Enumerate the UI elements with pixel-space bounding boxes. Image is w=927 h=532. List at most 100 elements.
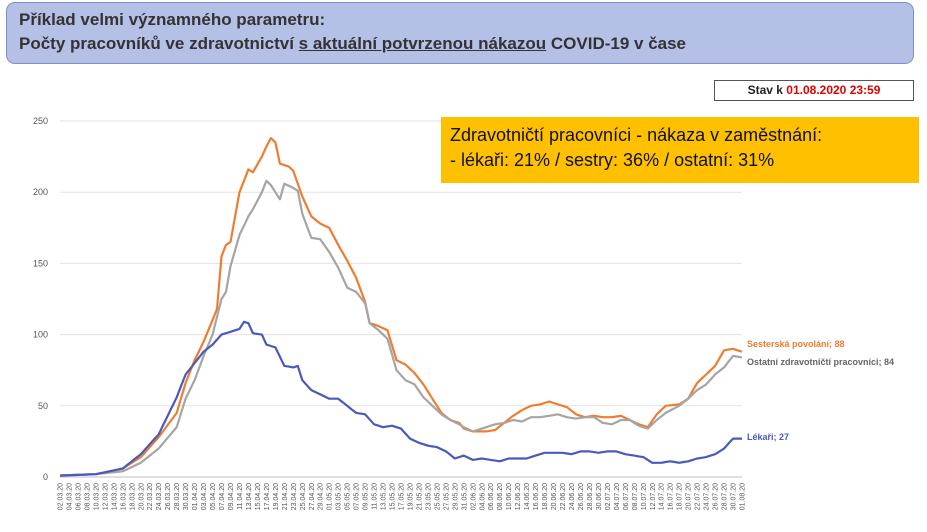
x-tick-label: 06.07.20: [623, 483, 630, 510]
x-tick-label: 31.05.20: [461, 483, 468, 510]
x-tick-label: 16.03.20: [120, 483, 127, 510]
series-label: Sesterská povolání; 88: [747, 339, 845, 349]
series-line-2: [59, 320, 742, 477]
x-tick-label: 22.07.20: [695, 483, 702, 510]
y-axis: 0 50 100 150 200 250: [33, 116, 48, 482]
x-tick-label: 03.04.20: [201, 483, 208, 510]
series-labels: Sesterská povolání; 88 Ostatní zdravotnič…: [747, 339, 894, 442]
x-tick-label: 04.06.20: [479, 483, 486, 510]
x-tick-label: 29.04.20: [318, 483, 325, 510]
y-tick-label: 250: [33, 116, 48, 126]
header-line-2: Počty pracovníků ve zdravotnictví s aktu…: [19, 32, 901, 56]
x-tick-label: 01.08.20: [740, 483, 747, 510]
x-tick-label: 12.07.20: [650, 483, 657, 510]
x-tick-label: 07.04.20: [219, 483, 226, 510]
x-tick-label: 21.05.20: [416, 483, 423, 510]
x-tick-label: 23.05.20: [425, 483, 432, 510]
x-tick-label: 04.07.20: [614, 483, 621, 510]
x-tick-label: 10.07.20: [641, 483, 648, 510]
x-tick-label: 02.07.20: [605, 483, 612, 510]
x-tick-label: 19.04.20: [273, 483, 280, 510]
x-tick-label: 01.04.20: [192, 483, 199, 510]
x-tick-label: 14.07.20: [659, 483, 666, 510]
x-tick-label: 09.04.20: [228, 483, 235, 510]
x-tick-label: 06.06.20: [488, 483, 495, 510]
x-tick-label: 16.07.20: [668, 483, 675, 510]
x-tick-label: 14.03.20: [111, 483, 118, 510]
x-tick-label: 17.05.20: [399, 483, 406, 510]
x-tick-label: 02.06.20: [470, 483, 477, 510]
x-tick-label: 17.04.20: [264, 483, 271, 510]
x-tick-label: 08.06.20: [497, 483, 504, 510]
header-box: Příklad velmi významného parametru: Počt…: [6, 2, 914, 64]
y-tick-label: 50: [38, 401, 48, 411]
x-tick-label: 18.06.20: [542, 483, 549, 510]
x-tick-label: 30.03.20: [183, 483, 190, 510]
x-tick-label: 28.06.20: [587, 483, 594, 510]
note-line-2: - lékaři: 21% / sestry: 36% / ostatní: 3…: [450, 150, 775, 170]
x-tick-label: 08.03.20: [84, 483, 91, 510]
x-tick-label: 08.07.20: [632, 483, 639, 510]
x-tick-label: 11.05.20: [372, 483, 379, 510]
x-axis: 02.03.20 04.03.20 06.03.20 08.03.20 10.03.20…: [58, 483, 747, 510]
x-tick-label: 15.05.20: [390, 483, 397, 510]
x-tick-label: 26.07.20: [713, 483, 720, 510]
header-line-2-pre: Počty pracovníků ve zdravotnictví: [19, 34, 299, 53]
x-tick-label: 23.04.20: [291, 483, 298, 510]
y-tick-label: 0: [43, 472, 48, 482]
x-tick-label: 01.05.20: [327, 483, 334, 510]
x-tick-label: 25.05.20: [434, 483, 441, 510]
series-label: Ostatní zdravotničtí pracovníci; 84: [747, 357, 894, 367]
x-tick-label: 02.03.20: [58, 483, 65, 510]
x-tick-label: 14.06.20: [524, 483, 531, 510]
status-date: 01.08.2020 23:59: [786, 83, 881, 97]
x-tick-label: 03.05.20: [336, 483, 343, 510]
x-tick-label: 24.03.20: [156, 483, 163, 510]
note-box: Zdravotničtí pracovníci - nákaza v zaměs…: [441, 117, 919, 183]
x-tick-label: 20.06.20: [551, 483, 558, 510]
x-tick-label: 18.03.20: [129, 483, 136, 510]
x-tick-label: 15.04.20: [255, 483, 262, 510]
series-label: Lékaři; 27: [747, 432, 789, 442]
x-tick-label: 10.06.20: [506, 483, 513, 510]
x-tick-label: 13.05.20: [381, 483, 388, 510]
x-tick-label: 20.03.20: [138, 483, 145, 510]
x-tick-label: 12.03.20: [102, 483, 109, 510]
x-tick-label: 24.07.20: [704, 483, 711, 510]
x-tick-label: 20.07.20: [686, 483, 693, 510]
x-tick-label: 07.05.20: [354, 483, 361, 510]
x-tick-label: 18.07.20: [677, 483, 684, 510]
y-tick-label: 100: [33, 330, 48, 340]
x-tick-label: 24.06.20: [569, 483, 576, 510]
x-tick-label: 06.03.20: [75, 483, 82, 510]
series-line-1: [59, 179, 743, 477]
status-prefix: Stav k: [747, 83, 787, 97]
x-tick-label: 29.05.20: [452, 483, 459, 510]
x-tick-label: 28.07.20: [722, 483, 729, 510]
y-tick-label: 200: [33, 187, 48, 197]
x-tick-label: 26.03.20: [165, 483, 172, 510]
x-tick-label: 04.03.20: [66, 483, 73, 510]
x-tick-label: 16.06.20: [533, 483, 540, 510]
x-tick-label: 05.04.20: [210, 483, 217, 510]
x-tick-label: 10.03.20: [93, 483, 100, 510]
x-tick-label: 27.04.20: [309, 483, 316, 510]
x-tick-label: 26.06.20: [578, 483, 585, 510]
x-tick-label: 21.04.20: [282, 483, 289, 510]
x-tick-label: 09.05.20: [363, 483, 370, 510]
x-tick-label: 13.04.20: [246, 483, 253, 510]
x-tick-label: 19.05.20: [407, 483, 414, 510]
x-tick-label: 28.03.20: [174, 483, 181, 510]
x-tick-label: 25.04.20: [300, 483, 307, 510]
x-tick-label: 30.06.20: [596, 483, 603, 510]
note-line-1: Zdravotničtí pracovníci - nákaza v zaměs…: [450, 125, 823, 145]
header-line-1: Příklad velmi významného parametru:: [19, 10, 326, 29]
x-tick-label: 05.05.20: [345, 483, 352, 510]
x-tick-label: 22.03.20: [147, 483, 154, 510]
x-tick-label: 30.07.20: [731, 483, 738, 510]
x-tick-label: 22.06.20: [560, 483, 567, 510]
x-tick-label: 27.05.20: [443, 483, 450, 510]
status-box: Stav k 01.08.2020 23:59: [714, 80, 914, 101]
header-line-2-underlined: s aktuální potvrzenou nákazou: [298, 34, 547, 53]
